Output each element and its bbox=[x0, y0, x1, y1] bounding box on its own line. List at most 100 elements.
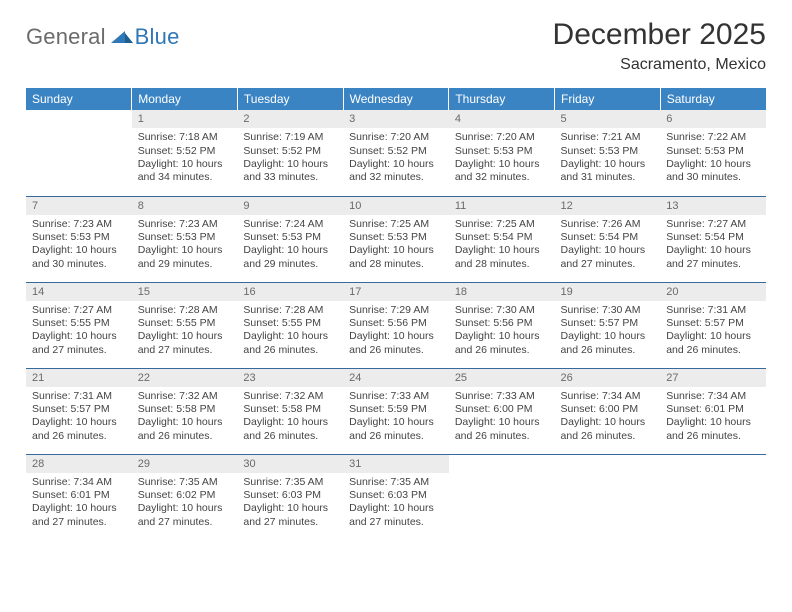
day-sunset: Sunset: 5:58 PM bbox=[138, 403, 232, 416]
day-number: 10 bbox=[343, 197, 449, 215]
day-details: Sunrise: 7:24 AMSunset: 5:53 PMDaylight:… bbox=[237, 215, 343, 276]
day-sunset: Sunset: 5:53 PM bbox=[455, 145, 549, 158]
calendar-week-row: 21Sunrise: 7:31 AMSunset: 5:57 PMDayligh… bbox=[26, 368, 766, 454]
day-number: 15 bbox=[132, 283, 238, 301]
day-dl1: Daylight: 10 hours bbox=[138, 502, 232, 515]
day-dl1: Daylight: 10 hours bbox=[666, 416, 760, 429]
day-sunrise: Sunrise: 7:28 AM bbox=[138, 304, 232, 317]
calendar-body: 1Sunrise: 7:18 AMSunset: 5:52 PMDaylight… bbox=[26, 110, 766, 540]
day-sunrise: Sunrise: 7:27 AM bbox=[32, 304, 126, 317]
calendar-cell: 24Sunrise: 7:33 AMSunset: 5:59 PMDayligh… bbox=[343, 368, 449, 454]
day-number: 24 bbox=[343, 369, 449, 387]
day-sunset: Sunset: 5:54 PM bbox=[666, 231, 760, 244]
day-dl2: and 26 minutes. bbox=[349, 430, 443, 443]
day-dl2: and 32 minutes. bbox=[349, 171, 443, 184]
day-dl2: and 33 minutes. bbox=[243, 171, 337, 184]
day-details: Sunrise: 7:33 AMSunset: 5:59 PMDaylight:… bbox=[343, 387, 449, 448]
day-number: 4 bbox=[449, 110, 555, 128]
day-sunset: Sunset: 6:02 PM bbox=[138, 489, 232, 502]
day-sunset: Sunset: 5:52 PM bbox=[349, 145, 443, 158]
day-details: Sunrise: 7:23 AMSunset: 5:53 PMDaylight:… bbox=[26, 215, 132, 276]
day-dl2: and 30 minutes. bbox=[32, 258, 126, 271]
day-dl2: and 34 minutes. bbox=[138, 171, 232, 184]
day-sunrise: Sunrise: 7:18 AM bbox=[138, 131, 232, 144]
day-sunset: Sunset: 5:53 PM bbox=[138, 231, 232, 244]
calendar-cell bbox=[660, 454, 766, 540]
day-details: Sunrise: 7:19 AMSunset: 5:52 PMDaylight:… bbox=[237, 128, 343, 189]
day-number: 14 bbox=[26, 283, 132, 301]
day-sunrise: Sunrise: 7:31 AM bbox=[666, 304, 760, 317]
day-number: 2 bbox=[237, 110, 343, 128]
day-sunset: Sunset: 5:55 PM bbox=[243, 317, 337, 330]
day-details: Sunrise: 7:33 AMSunset: 6:00 PMDaylight:… bbox=[449, 387, 555, 448]
day-dl1: Daylight: 10 hours bbox=[138, 330, 232, 343]
day-details: Sunrise: 7:29 AMSunset: 5:56 PMDaylight:… bbox=[343, 301, 449, 362]
day-sunset: Sunset: 5:53 PM bbox=[561, 145, 655, 158]
day-sunrise: Sunrise: 7:20 AM bbox=[455, 131, 549, 144]
day-sunrise: Sunrise: 7:32 AM bbox=[138, 390, 232, 403]
day-dl1: Daylight: 10 hours bbox=[666, 244, 760, 257]
day-details: Sunrise: 7:35 AMSunset: 6:03 PMDaylight:… bbox=[237, 473, 343, 534]
calendar-cell: 9Sunrise: 7:24 AMSunset: 5:53 PMDaylight… bbox=[237, 196, 343, 282]
day-sunset: Sunset: 5:57 PM bbox=[666, 317, 760, 330]
day-details: Sunrise: 7:22 AMSunset: 5:53 PMDaylight:… bbox=[660, 128, 766, 189]
day-number: 26 bbox=[555, 369, 661, 387]
day-sunrise: Sunrise: 7:34 AM bbox=[561, 390, 655, 403]
calendar-cell: 10Sunrise: 7:25 AMSunset: 5:53 PMDayligh… bbox=[343, 196, 449, 282]
calendar-cell: 27Sunrise: 7:34 AMSunset: 6:01 PMDayligh… bbox=[660, 368, 766, 454]
day-dl1: Daylight: 10 hours bbox=[666, 330, 760, 343]
day-sunrise: Sunrise: 7:27 AM bbox=[666, 218, 760, 231]
day-dl2: and 26 minutes. bbox=[455, 430, 549, 443]
day-details: Sunrise: 7:27 AMSunset: 5:54 PMDaylight:… bbox=[660, 215, 766, 276]
day-sunrise: Sunrise: 7:34 AM bbox=[666, 390, 760, 403]
calendar-week-row: 14Sunrise: 7:27 AMSunset: 5:55 PMDayligh… bbox=[26, 282, 766, 368]
day-dl1: Daylight: 10 hours bbox=[349, 330, 443, 343]
day-dl2: and 27 minutes. bbox=[32, 516, 126, 529]
logo-text-blue: Blue bbox=[135, 24, 180, 50]
day-sunrise: Sunrise: 7:32 AM bbox=[243, 390, 337, 403]
day-dl2: and 32 minutes. bbox=[455, 171, 549, 184]
calendar-cell: 25Sunrise: 7:33 AMSunset: 6:00 PMDayligh… bbox=[449, 368, 555, 454]
day-number: 22 bbox=[132, 369, 238, 387]
day-dl1: Daylight: 10 hours bbox=[32, 244, 126, 257]
month-title: December 2025 bbox=[553, 18, 766, 52]
calendar-cell: 28Sunrise: 7:34 AMSunset: 6:01 PMDayligh… bbox=[26, 454, 132, 540]
day-dl2: and 31 minutes. bbox=[561, 171, 655, 184]
day-sunset: Sunset: 5:55 PM bbox=[32, 317, 126, 330]
day-details: Sunrise: 7:30 AMSunset: 5:57 PMDaylight:… bbox=[555, 301, 661, 362]
day-dl2: and 26 minutes. bbox=[349, 344, 443, 357]
day-sunset: Sunset: 5:52 PM bbox=[138, 145, 232, 158]
weekday-header: Saturday bbox=[660, 88, 766, 110]
day-sunrise: Sunrise: 7:22 AM bbox=[666, 131, 760, 144]
day-details: Sunrise: 7:18 AMSunset: 5:52 PMDaylight:… bbox=[132, 128, 238, 189]
day-sunset: Sunset: 5:58 PM bbox=[243, 403, 337, 416]
day-sunset: Sunset: 6:01 PM bbox=[32, 489, 126, 502]
day-sunrise: Sunrise: 7:23 AM bbox=[32, 218, 126, 231]
day-number: 12 bbox=[555, 197, 661, 215]
weekday-header: Wednesday bbox=[343, 88, 449, 110]
day-sunrise: Sunrise: 7:26 AM bbox=[561, 218, 655, 231]
day-dl2: and 26 minutes. bbox=[561, 430, 655, 443]
day-dl1: Daylight: 10 hours bbox=[455, 244, 549, 257]
day-sunrise: Sunrise: 7:35 AM bbox=[349, 476, 443, 489]
calendar-cell: 16Sunrise: 7:28 AMSunset: 5:55 PMDayligh… bbox=[237, 282, 343, 368]
weekday-header: Monday bbox=[132, 88, 238, 110]
day-dl1: Daylight: 10 hours bbox=[243, 330, 337, 343]
day-sunset: Sunset: 5:59 PM bbox=[349, 403, 443, 416]
day-sunrise: Sunrise: 7:29 AM bbox=[349, 304, 443, 317]
day-sunset: Sunset: 5:53 PM bbox=[243, 231, 337, 244]
day-details: Sunrise: 7:30 AMSunset: 5:56 PMDaylight:… bbox=[449, 301, 555, 362]
calendar-cell: 19Sunrise: 7:30 AMSunset: 5:57 PMDayligh… bbox=[555, 282, 661, 368]
day-dl1: Daylight: 10 hours bbox=[243, 416, 337, 429]
logo: General Blue bbox=[26, 18, 180, 50]
calendar-cell: 30Sunrise: 7:35 AMSunset: 6:03 PMDayligh… bbox=[237, 454, 343, 540]
day-number: 29 bbox=[132, 455, 238, 473]
day-dl2: and 26 minutes. bbox=[243, 344, 337, 357]
day-sunrise: Sunrise: 7:31 AM bbox=[32, 390, 126, 403]
calendar-cell: 11Sunrise: 7:25 AMSunset: 5:54 PMDayligh… bbox=[449, 196, 555, 282]
day-details: Sunrise: 7:34 AMSunset: 6:01 PMDaylight:… bbox=[26, 473, 132, 534]
calendar-cell: 17Sunrise: 7:29 AMSunset: 5:56 PMDayligh… bbox=[343, 282, 449, 368]
day-details: Sunrise: 7:32 AMSunset: 5:58 PMDaylight:… bbox=[237, 387, 343, 448]
day-details: Sunrise: 7:20 AMSunset: 5:52 PMDaylight:… bbox=[343, 128, 449, 189]
header: General Blue December 2025 Sacramento, M… bbox=[26, 18, 766, 74]
